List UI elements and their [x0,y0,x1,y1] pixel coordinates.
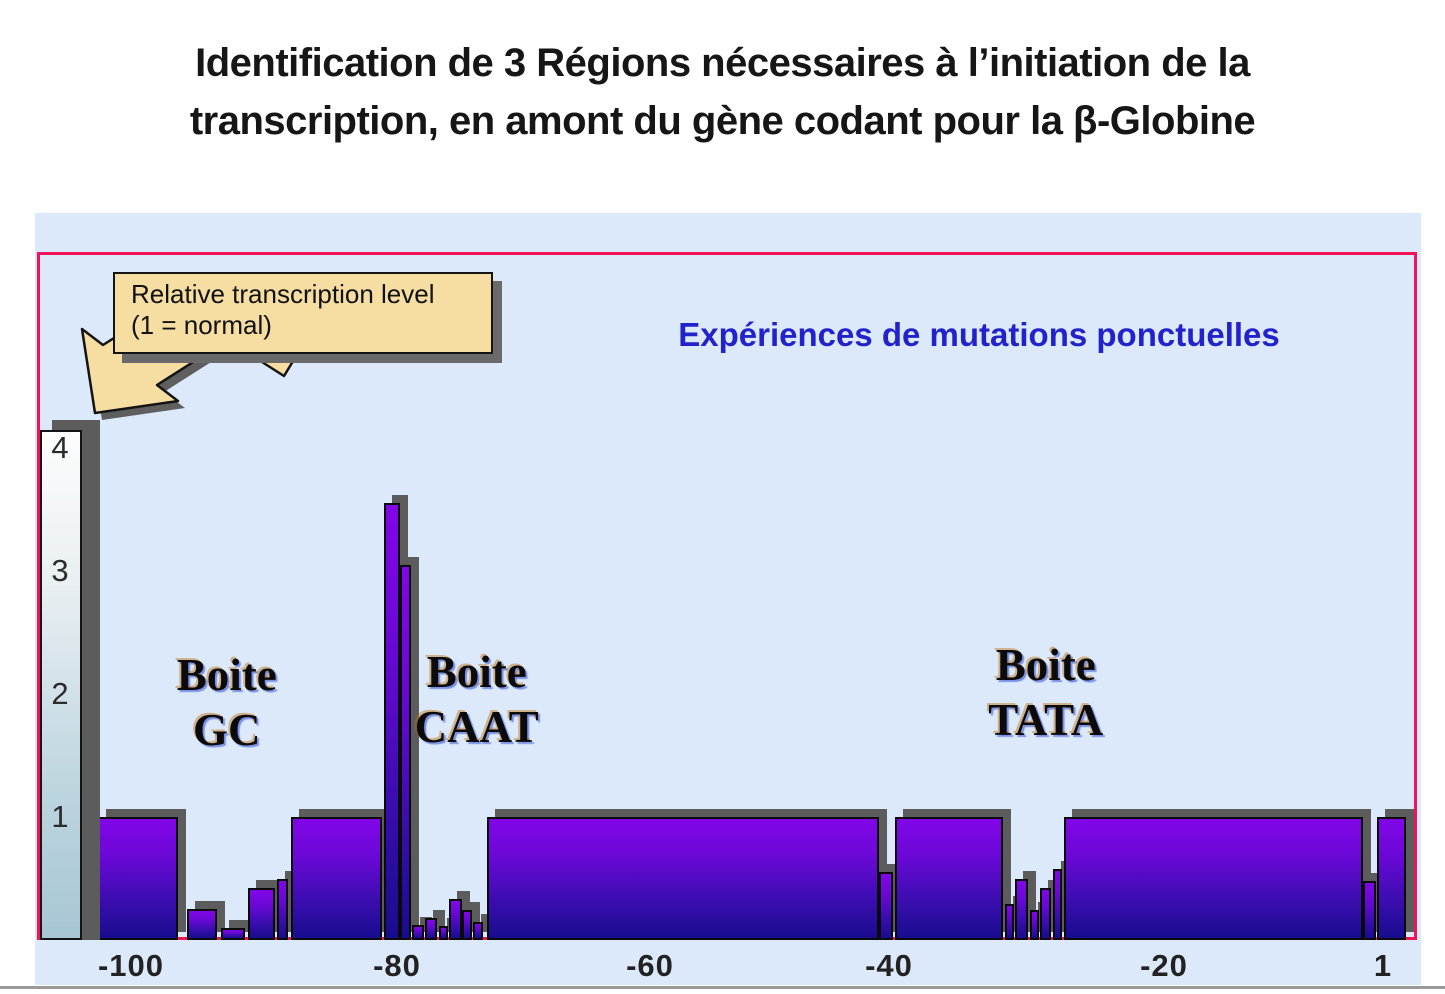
x-tick-label: -80 [373,948,421,983]
region-label-caat: Boite CAAT [414,647,539,752]
bar [1040,888,1052,940]
x-tick-label: 1 [1373,948,1393,983]
region-label-tata: Boite TATA [988,640,1104,745]
bottom-divider [0,986,1445,989]
y-axis-scale-bar [40,430,82,940]
bar [1014,878,1028,940]
x-tick-label: -20 [1140,948,1188,983]
bar [383,503,400,940]
bar [290,817,383,940]
y-tick-label: 4 [51,430,69,465]
ylabel-callout-line1: Relative transcription level [131,279,435,309]
y-tick-label: 3 [51,553,69,588]
bar [1029,910,1039,940]
bar [1063,817,1364,940]
chart-subtitle: Expériences de mutations ponctuelles [678,316,1280,353]
bar [1376,817,1406,940]
bar [248,888,275,940]
bar [448,899,462,940]
y-tick-label: 1 [51,799,69,834]
slide-title: Identification de 3 Régions nécessaires … [0,34,1445,150]
slide-title-line1: Identification de 3 Régions nécessaires … [195,41,1250,85]
bar [277,878,288,940]
bar [424,917,438,940]
bar [221,927,246,940]
bar [486,817,880,940]
x-tick-label: -60 [626,948,674,983]
bar [1004,904,1015,940]
bar [186,909,218,940]
x-tick-label: -100 [97,948,165,983]
bar [1363,880,1376,940]
y-tick-label: 2 [51,676,69,711]
bar [399,564,411,940]
ylabel-callout-line2: (1 = normal) [131,310,272,340]
region-label-gc: Boite GC [176,650,277,755]
bar [412,925,424,940]
bar [1052,868,1063,940]
bar [472,921,483,940]
bar [462,910,472,940]
x-tick-label: -40 [865,948,913,983]
ylabel-callout: Relative transcription level (1 = normal… [113,272,493,354]
bar [438,926,448,940]
bar [894,817,1004,940]
slide-title-line2: transcription, en amont du gène codant p… [189,99,1256,143]
bar [879,872,894,940]
bar [97,817,178,940]
